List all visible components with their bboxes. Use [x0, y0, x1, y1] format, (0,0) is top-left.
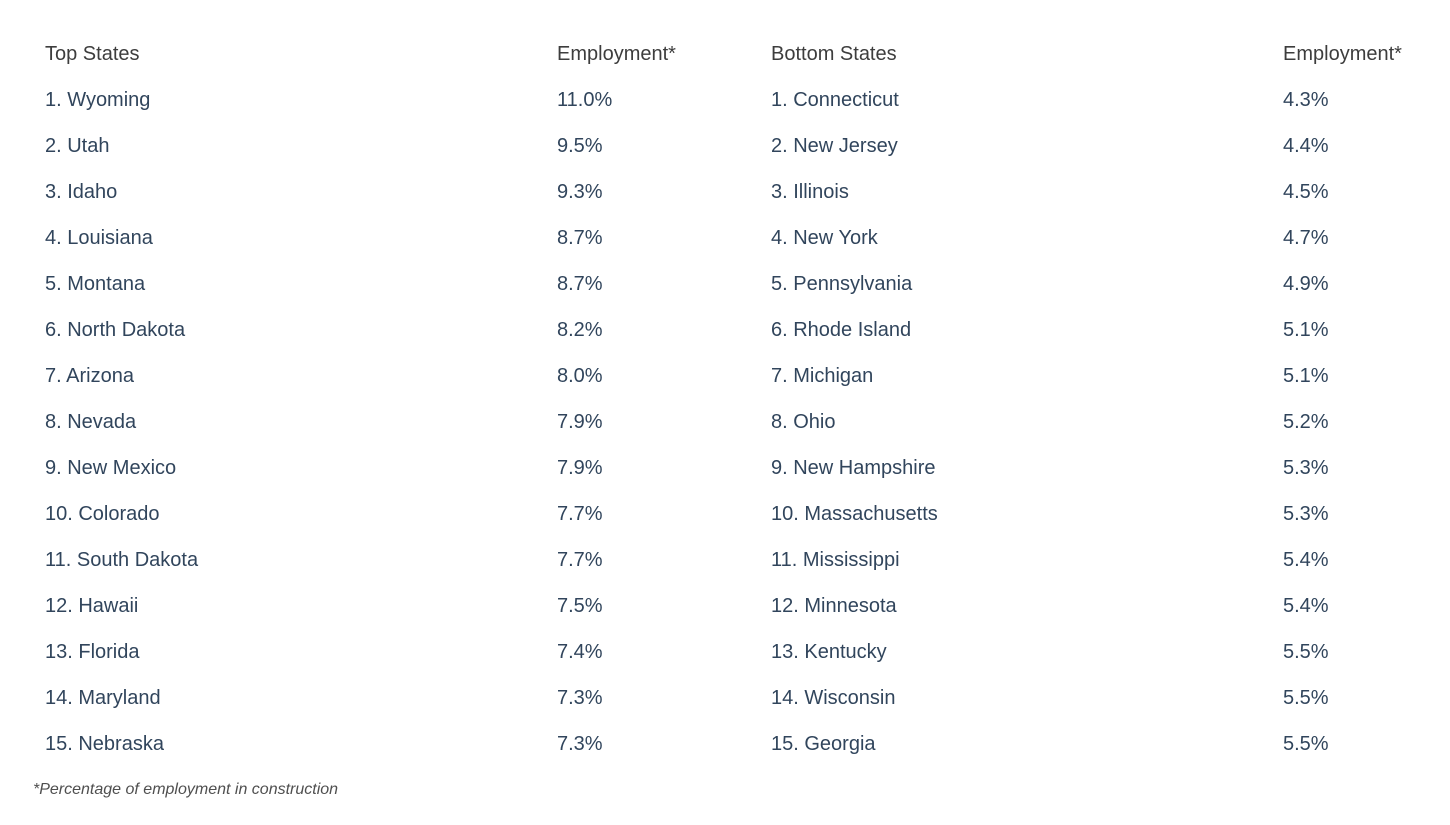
- bottom-state-value: 4.3%: [1283, 89, 1329, 111]
- bottom-state-value: 5.1%: [1283, 365, 1329, 387]
- bottom-state-label: 7. Michigan: [771, 365, 874, 387]
- bottom-state-label: 1. Connecticut: [771, 89, 899, 111]
- top-state-value: 9.5%: [557, 135, 603, 157]
- top-state-label: 4. Louisiana: [45, 227, 153, 249]
- top-state-label: 10. Colorado: [45, 503, 160, 525]
- bottom-state-label: 9. New Hampshire: [771, 457, 936, 479]
- bottom-state-label: 13. Kentucky: [771, 641, 887, 663]
- bottom-state-value: 5.5%: [1283, 687, 1329, 709]
- bottom-state-value: 5.3%: [1283, 457, 1329, 479]
- top-state-label: 7. Arizona: [45, 365, 134, 387]
- top-state-value: 7.3%: [557, 733, 603, 755]
- bottom-state-value: 5.3%: [1283, 503, 1329, 525]
- bottom-state-label: 11. Mississippi: [771, 549, 900, 571]
- bottom-state-value: 4.9%: [1283, 273, 1329, 295]
- top-state-value: 11.0%: [557, 89, 613, 111]
- states-employment-grid: Top States Employment* Bottom States Emp…: [45, 43, 1402, 755]
- bottom-state-value: 5.4%: [1283, 595, 1329, 617]
- top-state-value: 7.7%: [557, 503, 603, 525]
- top-states-header: Top States: [45, 43, 140, 65]
- bottom-state-value: 4.7%: [1283, 227, 1329, 249]
- bottom-state-label: 14. Wisconsin: [771, 687, 896, 709]
- bottom-state-value: 5.5%: [1283, 733, 1329, 755]
- bottom-state-value: 4.5%: [1283, 181, 1329, 203]
- top-state-label: 13. Florida: [45, 641, 140, 663]
- bottom-state-label: 2. New Jersey: [771, 135, 898, 157]
- top-state-label: 5. Montana: [45, 273, 146, 295]
- bottom-state-value: 5.4%: [1283, 549, 1329, 571]
- top-state-value: 7.3%: [557, 687, 603, 709]
- top-state-label: 6. North Dakota: [45, 319, 186, 341]
- top-state-value: 7.9%: [557, 457, 603, 479]
- top-state-value: 7.4%: [557, 641, 603, 663]
- bottom-state-label: 5. Pennsylvania: [771, 273, 913, 295]
- bottom-states-header: Bottom States: [771, 43, 897, 65]
- top-state-value: 7.7%: [557, 549, 603, 571]
- bottom-employment-header: Employment*: [1283, 43, 1402, 65]
- top-state-label: 9. New Mexico: [45, 457, 177, 479]
- top-state-label: 2. Utah: [45, 135, 110, 157]
- bottom-state-value: 5.5%: [1283, 641, 1329, 663]
- bottom-state-label: 6. Rhode Island: [771, 319, 912, 341]
- top-state-value: 9.3%: [557, 181, 603, 203]
- top-state-value: 8.7%: [557, 227, 603, 249]
- top-state-value: 7.9%: [557, 411, 603, 433]
- top-state-value: 7.5%: [557, 595, 603, 617]
- top-state-label: 11. South Dakota: [45, 549, 199, 571]
- bottom-state-value: 5.1%: [1283, 319, 1329, 341]
- top-state-value: 8.7%: [557, 273, 603, 295]
- bottom-state-label: 8. Ohio: [771, 411, 836, 433]
- bottom-state-label: 15. Georgia: [771, 733, 876, 755]
- top-employment-header: Employment*: [557, 43, 676, 65]
- bottom-state-label: 3. Illinois: [771, 181, 849, 203]
- top-state-label: 12. Hawaii: [45, 595, 139, 617]
- top-state-value: 8.0%: [557, 365, 603, 387]
- bottom-state-label: 4. New York: [771, 227, 878, 249]
- top-state-label: 15. Nebraska: [45, 733, 164, 755]
- top-state-label: 1. Wyoming: [45, 89, 151, 111]
- footnote: *Percentage of employment in constructio…: [33, 781, 339, 798]
- bottom-state-label: 10. Massachusetts: [771, 503, 938, 525]
- top-state-label: 8. Nevada: [45, 411, 137, 433]
- top-state-label: 3. Idaho: [45, 181, 118, 203]
- bottom-state-value: 5.2%: [1283, 411, 1329, 433]
- bottom-state-label: 12. Minnesota: [771, 595, 897, 617]
- top-state-value: 8.2%: [557, 319, 603, 341]
- top-state-label: 14. Maryland: [45, 687, 161, 709]
- bottom-state-value: 4.4%: [1283, 135, 1329, 157]
